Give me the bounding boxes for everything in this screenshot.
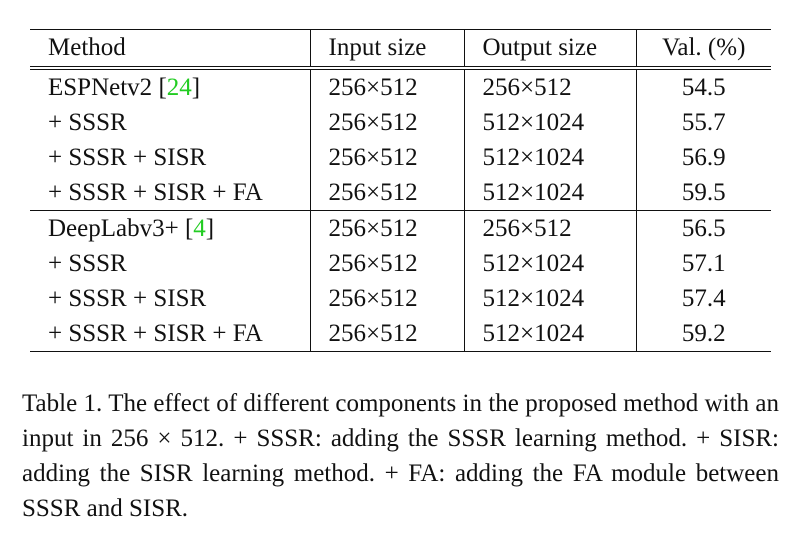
results-table: Method Input size Output size Val. (%) E… — [30, 29, 771, 352]
cell-val: 57.4 — [681, 285, 726, 312]
header-val: Val. (%) — [662, 34, 746, 61]
table-row: + SSSR 256×512 512×1024 55.7 — [30, 105, 771, 140]
cell-val: 56.5 — [681, 215, 726, 242]
citation-link[interactable]: 4 — [193, 215, 206, 242]
header-row: Method Input size Output size Val. (%) — [30, 29, 771, 68]
cell-val: 54.5 — [681, 74, 726, 101]
cell-method: + SSSR — [30, 246, 311, 281]
cell-method: + SSSR + SISR — [30, 281, 311, 316]
cell-output-size: 512×1024 — [464, 175, 637, 211]
cell-method: + SSSR + SISR — [30, 140, 311, 175]
table-row: ESPNetv2 [24] 256×512 256×512 54.5 — [30, 68, 771, 105]
cell-input-size: 256×512 — [310, 246, 465, 281]
cell-input-size: 256×512 — [310, 140, 465, 175]
table-body: ESPNetv2 [24] 256×512 256×512 54.5 + SSSR 256… — [30, 68, 771, 352]
cell-output-size: 512×1024 — [464, 246, 637, 281]
cell-output-size: 256×512 — [464, 210, 637, 246]
base-method-name: DeepLabv3+ — [48, 215, 179, 242]
table-row: + SSSR 256×512 512×1024 57.1 — [30, 246, 771, 281]
cell-input-size: 256×512 — [310, 68, 465, 105]
cell-val: 59.2 — [681, 320, 726, 347]
table-row: + SSSR + SISR + FA 256×512 512×1024 59.5 — [30, 175, 771, 211]
header-output-size: Output size — [464, 29, 637, 68]
cell-output-size: 512×1024 — [464, 105, 637, 140]
header-method: Method — [30, 29, 311, 68]
cell-method: + SSSR + SISR + FA — [30, 175, 311, 211]
cell-val: 57.1 — [681, 250, 726, 277]
cell-method: + SSSR + SISR + FA — [30, 316, 311, 352]
header-input-size: Input size — [310, 29, 465, 68]
cell-input-size: 256×512 — [310, 316, 465, 352]
table-caption: Table 1. The effect of different compone… — [22, 386, 779, 526]
cell-input-size: 256×512 — [310, 281, 465, 316]
cell-method: DeepLabv3+ [4] — [30, 210, 311, 246]
citation-link[interactable]: 24 — [166, 74, 192, 101]
cell-val: 59.5 — [681, 179, 726, 206]
table-row: + SSSR + SISR 256×512 512×1024 56.9 — [30, 140, 771, 175]
table-row: DeepLabv3+ [4] 256×512 256×512 56.5 — [30, 210, 771, 246]
cell-method: ESPNetv2 [24] — [30, 68, 311, 105]
table-row: + SSSR + SISR 256×512 512×1024 57.4 — [30, 281, 771, 316]
cell-output-size: 512×1024 — [464, 316, 637, 352]
caption-text: The effect of different components in th… — [22, 390, 779, 522]
cell-input-size: 256×512 — [310, 105, 465, 140]
cell-val: 56.9 — [681, 144, 726, 171]
cell-output-size: 512×1024 — [464, 140, 637, 175]
cell-output-size: 512×1024 — [464, 281, 637, 316]
base-method-name: ESPNetv2 — [48, 74, 153, 101]
table-row: + SSSR + SISR + FA 256×512 512×1024 59.2 — [30, 316, 771, 352]
cell-method: + SSSR — [30, 105, 311, 140]
table-header: Method Input size Output size Val. (%) — [30, 29, 771, 68]
cell-val: 55.7 — [681, 109, 726, 136]
cell-output-size: 256×512 — [464, 68, 637, 105]
cell-input-size: 256×512 — [310, 210, 465, 246]
caption-label: Table 1. — [22, 390, 103, 417]
cell-input-size: 256×512 — [310, 175, 465, 211]
